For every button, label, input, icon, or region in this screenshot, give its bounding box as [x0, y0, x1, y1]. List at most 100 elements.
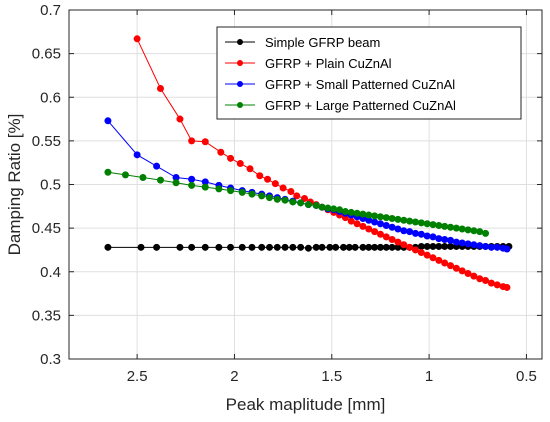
data-point: [470, 272, 478, 280]
data-point: [470, 227, 478, 235]
data-point: [238, 188, 246, 196]
data-point: [365, 243, 373, 251]
data-point: [227, 154, 235, 162]
data-point: [429, 254, 437, 262]
data-point: [104, 168, 112, 176]
data-point: [215, 185, 223, 193]
data-point: [400, 241, 408, 249]
data-point: [458, 239, 466, 247]
legend-marker: [237, 102, 243, 108]
data-point: [273, 243, 281, 251]
data-point: [417, 249, 425, 257]
legend-item: GFRP + Plain CuZnAl: [225, 56, 392, 71]
y-tick-label: 0.55: [32, 133, 61, 150]
data-point: [417, 230, 425, 238]
data-point: [411, 246, 419, 254]
data-point: [281, 243, 289, 251]
y-axis-label: Damping Ratio [%]: [5, 114, 24, 256]
data-point: [429, 242, 437, 250]
data-point: [394, 225, 402, 233]
data-point: [470, 241, 478, 249]
data-point: [188, 137, 196, 145]
data-point: [429, 233, 437, 241]
data-point: [441, 235, 449, 243]
data-point: [441, 242, 449, 250]
data-point: [429, 221, 437, 229]
data-point: [447, 223, 455, 231]
data-point: [279, 184, 287, 192]
data-point: [411, 218, 419, 226]
data-point: [503, 283, 511, 291]
data-point: [371, 228, 379, 236]
data-point: [382, 222, 390, 230]
data-point: [452, 224, 460, 232]
data-point: [406, 243, 414, 251]
data-point: [423, 242, 431, 250]
data-point: [121, 171, 129, 179]
data-point: [388, 235, 396, 243]
data-point: [376, 230, 384, 238]
data-point: [153, 243, 161, 251]
data-point: [156, 176, 164, 184]
x-tick-label: 0.5: [516, 368, 537, 385]
ticks: 2.5 2 1.5 1 0.5 0.3 0.35 0.4 0.45 0.5 0.55 0.6 0.65 0…: [32, 2, 542, 385]
x-tick-label: 1: [425, 368, 433, 385]
data-point: [411, 229, 419, 237]
data-point: [464, 226, 472, 234]
data-point: [452, 238, 460, 246]
data-point: [376, 243, 384, 251]
data-point: [301, 194, 309, 202]
data-point: [201, 183, 209, 191]
data-point: [104, 117, 112, 125]
y-tick-label: 0.4: [40, 264, 61, 281]
data-point: [324, 204, 332, 212]
data-point: [493, 243, 501, 251]
y-tick-label: 0.3: [40, 351, 61, 368]
data-point: [376, 213, 384, 221]
data-point: [256, 172, 264, 180]
data-point: [394, 238, 402, 246]
y-tick-label: 0.35: [32, 307, 61, 324]
data-point: [487, 243, 495, 251]
legend-item: Simple GFRP beam: [225, 35, 380, 50]
data-point: [394, 215, 402, 223]
data-point: [452, 264, 460, 272]
x-axis-label: Peak maplitude [mm]: [226, 395, 386, 414]
legend-label: GFRP + Small Patterned CuZnAl: [265, 77, 455, 92]
data-point: [353, 220, 361, 228]
data-point: [330, 205, 338, 213]
data-point: [271, 180, 279, 188]
x-tick-label: 1.5: [321, 368, 342, 385]
data-point: [246, 165, 254, 173]
data-point: [351, 243, 359, 251]
data-point: [347, 217, 355, 225]
data-point: [482, 229, 490, 237]
data-point: [201, 243, 209, 251]
data-point: [227, 187, 235, 195]
legend-marker: [237, 81, 243, 87]
legend-label: Simple GFRP beam: [265, 35, 380, 50]
data-point: [137, 243, 145, 251]
data-point: [227, 243, 235, 251]
data-point: [464, 269, 472, 277]
data-point: [482, 276, 490, 284]
data-point: [435, 235, 443, 243]
data-point: [201, 138, 209, 146]
data-point: [345, 243, 353, 251]
data-point: [156, 85, 164, 93]
data-point: [435, 242, 443, 250]
data-point: [458, 225, 466, 233]
data-point: [133, 151, 141, 159]
data-point: [339, 243, 347, 251]
data-point: [435, 256, 443, 264]
data-point: [441, 222, 449, 230]
series-4: [104, 168, 490, 237]
data-point: [406, 228, 414, 236]
data-point: [376, 220, 384, 228]
data-point: [215, 243, 223, 251]
data-point: [382, 233, 390, 241]
data-point: [172, 179, 180, 187]
data-point: [248, 243, 256, 251]
data-point: [273, 195, 281, 203]
